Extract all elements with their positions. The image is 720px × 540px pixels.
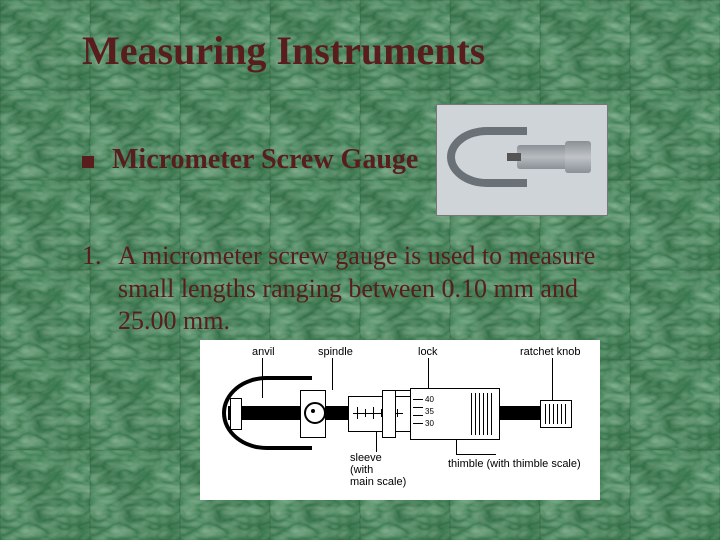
label-sleeve: sleeve (with main scale) xyxy=(350,452,406,488)
thimble-scale-30: 30 xyxy=(425,419,434,428)
bullet-square-icon xyxy=(82,156,94,168)
diagram-container: anvil spindle lock ratchet knob xyxy=(200,340,660,500)
slide-title: Measuring Instruments xyxy=(82,28,660,74)
label-spindle: spindle xyxy=(318,346,353,358)
content-area: Measuring Instruments Micrometer Screw G… xyxy=(0,0,720,540)
micrometer-photo xyxy=(436,104,608,216)
subtitle-row: Micrometer Screw Gauge xyxy=(82,104,660,216)
numbered-item-1: 1. A micrometer screw gauge is used to m… xyxy=(82,240,640,338)
item-number: 1. xyxy=(82,240,108,338)
label-thimble: thimble (with thimble scale) xyxy=(448,458,581,470)
item-text: A micrometer screw gauge is used to meas… xyxy=(118,240,640,338)
label-ratchet: ratchet knob xyxy=(520,346,581,358)
slide: Measuring Instruments Micrometer Screw G… xyxy=(0,0,720,540)
thimble-scale-35: 35 xyxy=(425,407,434,416)
micrometer-diagram: anvil spindle lock ratchet knob xyxy=(200,340,600,500)
label-lock: lock xyxy=(418,346,438,358)
subtitle-text: Micrometer Screw Gauge xyxy=(112,143,418,177)
label-anvil: anvil xyxy=(252,346,275,358)
thimble-scale-40: 40 xyxy=(425,395,434,404)
